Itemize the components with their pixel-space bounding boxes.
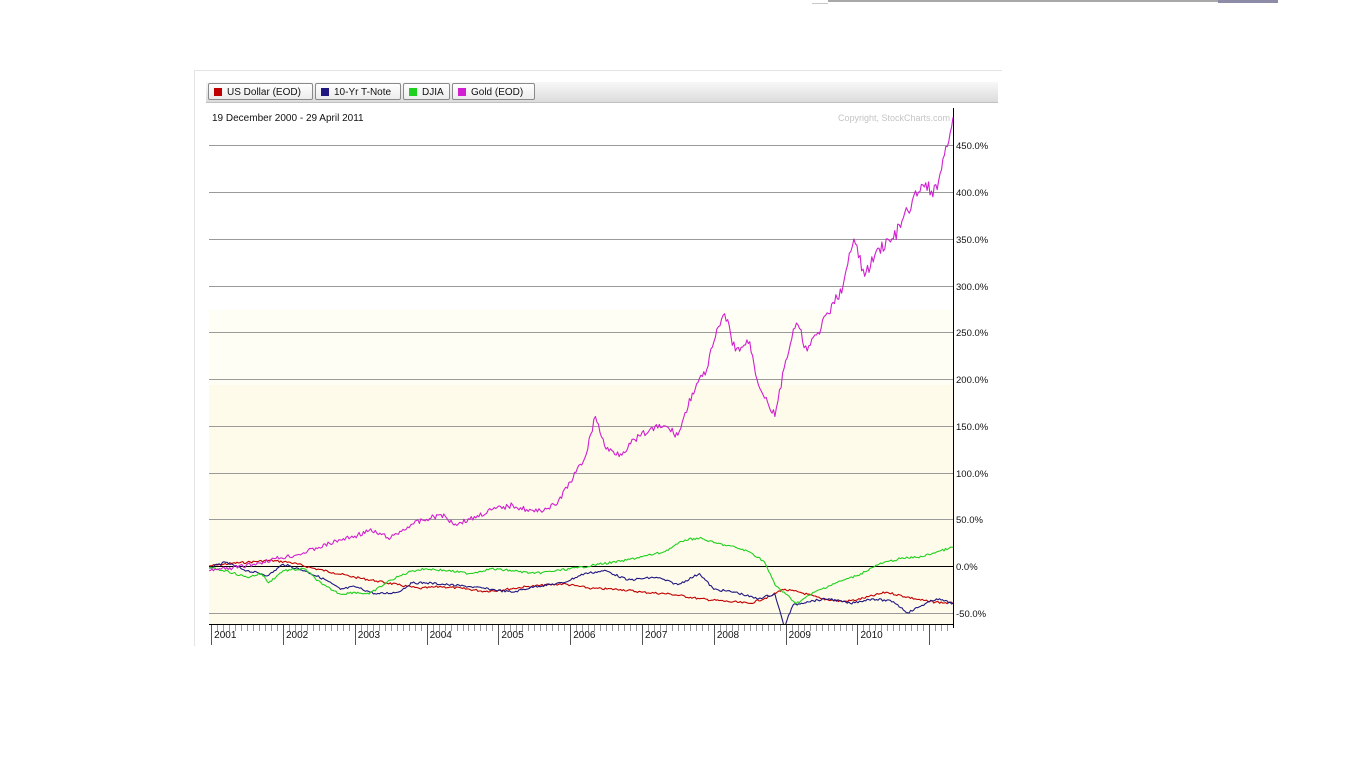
x-tick-label: 2003: [358, 630, 381, 641]
plot-band: [209, 385, 954, 624]
date-range: 19 December 2000 - 29 April 2011: [212, 113, 364, 124]
y-tick-label: 400.0%: [956, 188, 989, 199]
legend-swatch: [458, 88, 466, 96]
y-tick-label: 250.0%: [956, 328, 989, 339]
y-tick-label: 0.0%: [956, 562, 978, 573]
legend-label: DJIA: [422, 87, 444, 98]
legend-bar: US Dollar (EOD) 10-Yr T-Note DJIA Gold (…: [206, 82, 998, 103]
series-line-10-yr-t-note: [209, 561, 954, 624]
y-tick-label: 200.0%: [956, 375, 989, 386]
x-tick-label: 2009: [789, 630, 812, 641]
x-tick-label: 2008: [717, 630, 740, 641]
series-lines: [209, 117, 954, 624]
y-tick-label: 300.0%: [956, 282, 989, 293]
y-tick-label: 350.0%: [956, 235, 989, 246]
legend-item-gold[interactable]: Gold (EOD): [452, 83, 535, 100]
x-tick-label: 2001: [214, 630, 237, 641]
series-line-gold-eod: [209, 117, 954, 572]
copyright: Copyright, StockCharts.com: [838, 113, 950, 123]
legend-label: 10-Yr T-Note: [334, 87, 392, 98]
series-line-us-dollar-eod: [209, 559, 954, 605]
legend-swatch: [214, 88, 222, 96]
x-tick-label: 2010: [860, 630, 883, 641]
x-tick-label: 2006: [573, 630, 596, 641]
top-edge-line: [1218, 0, 1278, 3]
y-tick-labels: 450.0% 400.0% 350.0% 300.0% 250.0% 200.0% 150.…: [956, 141, 989, 620]
legend-item-djia[interactable]: DJIA: [403, 83, 450, 100]
gridlines: [209, 145, 953, 614]
chart-panel-frame: [194, 70, 1002, 646]
top-edge-line: [812, 3, 828, 4]
legend-swatch: [321, 88, 329, 96]
x-tick-label: 2005: [501, 630, 524, 641]
y-tick-label: 100.0%: [956, 469, 989, 480]
series-line-djia: [209, 536, 954, 604]
legend-item-10yr-tnote[interactable]: 10-Yr T-Note: [315, 83, 401, 100]
x-axis: 2001 2002 2003 2004 2005 2006 2007 2008 2009 2010: [211, 625, 948, 645]
x-tick-label: 2002: [286, 630, 309, 641]
legend-item-us-dollar[interactable]: US Dollar (EOD): [208, 83, 313, 100]
y-tick-label: -50.0%: [956, 609, 987, 620]
y-tick-label: 450.0%: [956, 141, 989, 152]
legend-label: US Dollar (EOD): [227, 87, 301, 98]
top-edge-line: [828, 0, 1278, 2]
y-tick-label: 50.0%: [956, 515, 983, 526]
x-tick-label: 2004: [430, 630, 453, 641]
x-tick-label: 2007: [645, 630, 668, 641]
y-tick-label: 150.0%: [956, 422, 989, 433]
legend-swatch: [409, 88, 417, 96]
legend-label: Gold (EOD): [471, 87, 524, 98]
